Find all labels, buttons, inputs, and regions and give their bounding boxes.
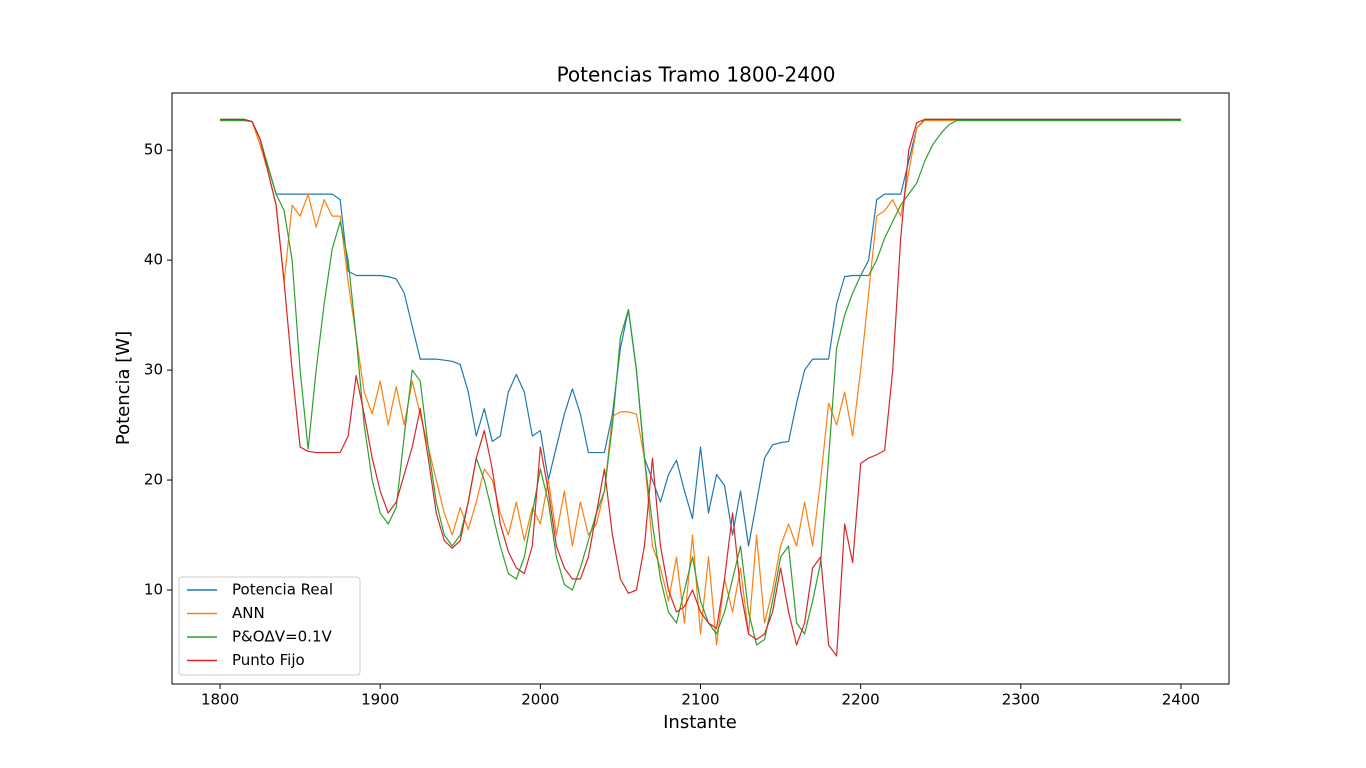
chart-title: Potencias Tramo 1800-2400 bbox=[557, 63, 836, 87]
legend-label: Potencia Real bbox=[232, 581, 333, 599]
axes-frame bbox=[171, 92, 1230, 685]
x-tick-label: 1900 bbox=[361, 691, 399, 709]
x-tick-label: 2100 bbox=[681, 691, 719, 709]
y-tick-label: 30 bbox=[144, 361, 163, 379]
legend-label: ANN bbox=[232, 604, 265, 622]
legend-label: Punto Fijo bbox=[232, 651, 305, 669]
x-tick-label: 2000 bbox=[521, 691, 559, 709]
legend-label: P&OΔV=0.1V bbox=[232, 628, 332, 646]
y-tick-label: 20 bbox=[144, 471, 163, 489]
x-tick-label: 1800 bbox=[201, 691, 239, 709]
x-tick-label: 2200 bbox=[842, 691, 880, 709]
x-tick-label: 2400 bbox=[1162, 691, 1200, 709]
series-line bbox=[220, 119, 1181, 646]
y-tick-label: 10 bbox=[144, 580, 163, 598]
legend: Potencia Real ANN P&OΔV=0.1V Punto Fijo bbox=[178, 576, 361, 676]
y-tick-label: 50 bbox=[144, 141, 163, 159]
x-tick-label: 2300 bbox=[1002, 691, 1040, 709]
plot-area: 1800 1900 2000 2100 2200 2300 2400 10 20 30 40 50 bbox=[144, 118, 1200, 709]
legend-box bbox=[178, 576, 361, 676]
x-axis-label: Instante bbox=[663, 712, 737, 733]
y-axis-label: Potencia [W] bbox=[113, 331, 134, 445]
y-tick-label: 40 bbox=[144, 251, 163, 269]
series-line bbox=[220, 118, 1181, 657]
